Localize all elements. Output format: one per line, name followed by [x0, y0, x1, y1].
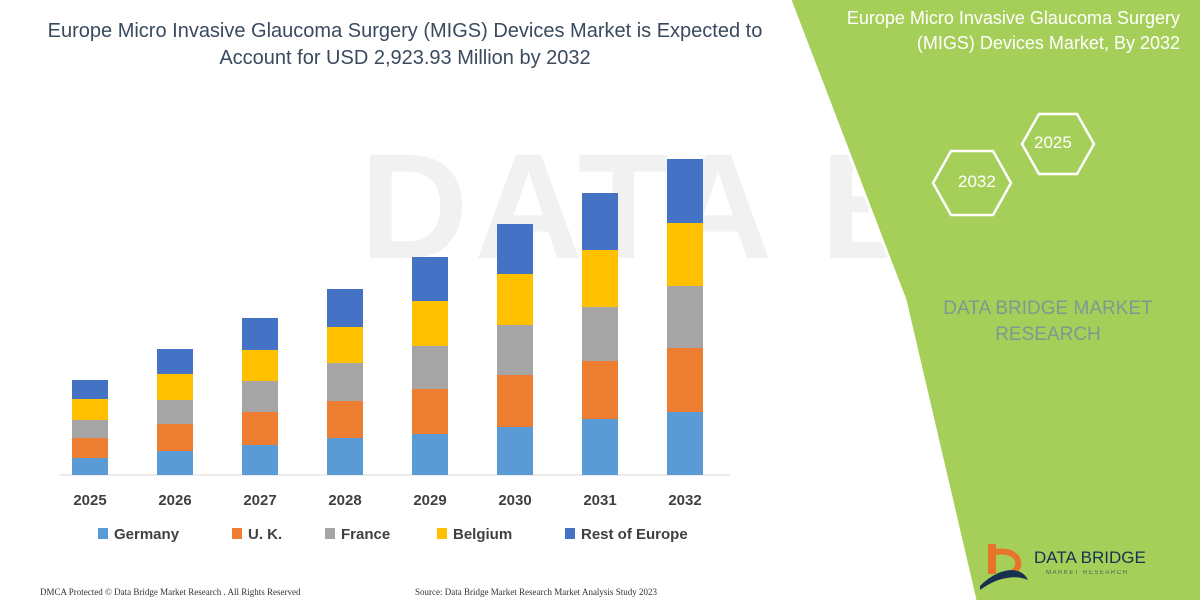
legend-label-france: France: [341, 526, 390, 543]
bar-u-k-2026: [157, 424, 193, 451]
bar-belgium-2032: [667, 223, 703, 286]
bar-belgium-2031: [582, 250, 618, 307]
bar-germany-2026: [157, 451, 193, 475]
bar-germany-2031: [582, 419, 618, 475]
bar-germany-2028: [327, 438, 363, 475]
bar-france-2026: [157, 400, 193, 424]
bar-france-2028: [327, 363, 363, 401]
bar-belgium-2029: [412, 301, 448, 346]
hexagon-2032: [931, 149, 1013, 217]
bar-germany-2025: [72, 458, 108, 475]
bar-belgium-2025: [72, 399, 108, 420]
hexagon-label-2032: 2032: [958, 172, 996, 191]
bar-chart: 2025 2026 2027 2028 2029 2030 2031 2032 Germany U…: [60, 159, 730, 543]
brand-name: DATA BRIDGE MARKET RESEARCH: [943, 298, 1153, 345]
footer-copyright: DMCA Protected © Data Bridge Market Rese…: [40, 587, 301, 597]
x-tick-label-2031: 2031: [583, 492, 616, 509]
x-tick-label-2029: 2029: [413, 492, 446, 509]
green-side-panel: [790, 0, 1200, 600]
bar-france-2032: [667, 286, 703, 348]
bar-france-2025: [72, 420, 108, 438]
footer-source: Source: Data Bridge Market Research Mark…: [415, 587, 657, 597]
x-tick-label-2030: 2030: [498, 492, 531, 509]
x-tick-label-2032: 2032: [668, 492, 701, 509]
bar-belgium-2030: [497, 274, 533, 325]
legend-label-belgium: Belgium: [453, 526, 512, 543]
bar-rest-of-europe-2028: [327, 289, 363, 327]
bar-rest-of-europe-2026: [157, 349, 193, 374]
legend-label-u-k: U. K.: [248, 526, 282, 543]
bar-u-k-2031: [582, 361, 618, 419]
white-panel-divider: [788, 0, 977, 600]
hexagon-label-2025: 2025: [1034, 133, 1072, 152]
logo-icon: [980, 544, 1028, 590]
bar-rest-of-europe-2025: [72, 380, 108, 399]
bar-germany-2029: [412, 434, 448, 475]
bar-rest-of-europe-2032: [667, 159, 703, 223]
bar-u-k-2032: [667, 348, 703, 412]
bar-rest-of-europe-2027: [242, 318, 278, 350]
logo-text: DATA BRIDGE: [1034, 548, 1146, 567]
bar-u-k-2025: [72, 438, 108, 458]
x-tick-label-2025: 2025: [73, 492, 106, 509]
bar-germany-2032: [667, 412, 703, 475]
bar-belgium-2026: [157, 374, 193, 400]
bar-u-k-2027: [242, 412, 278, 445]
legend-swatch-rest-of-europe: [565, 528, 575, 539]
hexagon-2025: [1020, 112, 1096, 176]
legend-swatch-u-k: [232, 528, 242, 539]
legend-label-rest-of-europe: Rest of Europe: [581, 526, 688, 543]
bar-u-k-2029: [412, 389, 448, 434]
side-panel-title: Europe Micro Invasive Glaucoma Surgery (…: [846, 8, 1180, 53]
bar-rest-of-europe-2029: [412, 257, 448, 301]
bar-germany-2027: [242, 445, 278, 475]
bar-france-2027: [242, 381, 278, 412]
bar-france-2030: [497, 325, 533, 375]
bar-belgium-2028: [327, 327, 363, 363]
legend-swatch-germany: [98, 528, 108, 539]
bar-france-2031: [582, 307, 618, 361]
bar-u-k-2030: [497, 375, 533, 427]
x-tick-label-2027: 2027: [243, 492, 276, 509]
logo-subtext: MARKET RESEARCH: [1046, 570, 1129, 576]
legend-swatch-belgium: [437, 528, 447, 539]
chart-title: Europe Micro Invasive Glaucoma Surgery (…: [47, 20, 763, 69]
x-tick-label-2028: 2028: [328, 492, 361, 509]
legend-swatch-france: [325, 528, 335, 539]
bar-rest-of-europe-2031: [582, 193, 618, 250]
legend-label-germany: Germany: [114, 526, 180, 543]
x-tick-label-2026: 2026: [158, 492, 191, 509]
bar-rest-of-europe-2030: [497, 224, 533, 274]
bar-germany-2030: [497, 427, 533, 475]
bar-belgium-2027: [242, 350, 278, 381]
bar-france-2029: [412, 346, 448, 389]
bar-u-k-2028: [327, 401, 363, 438]
